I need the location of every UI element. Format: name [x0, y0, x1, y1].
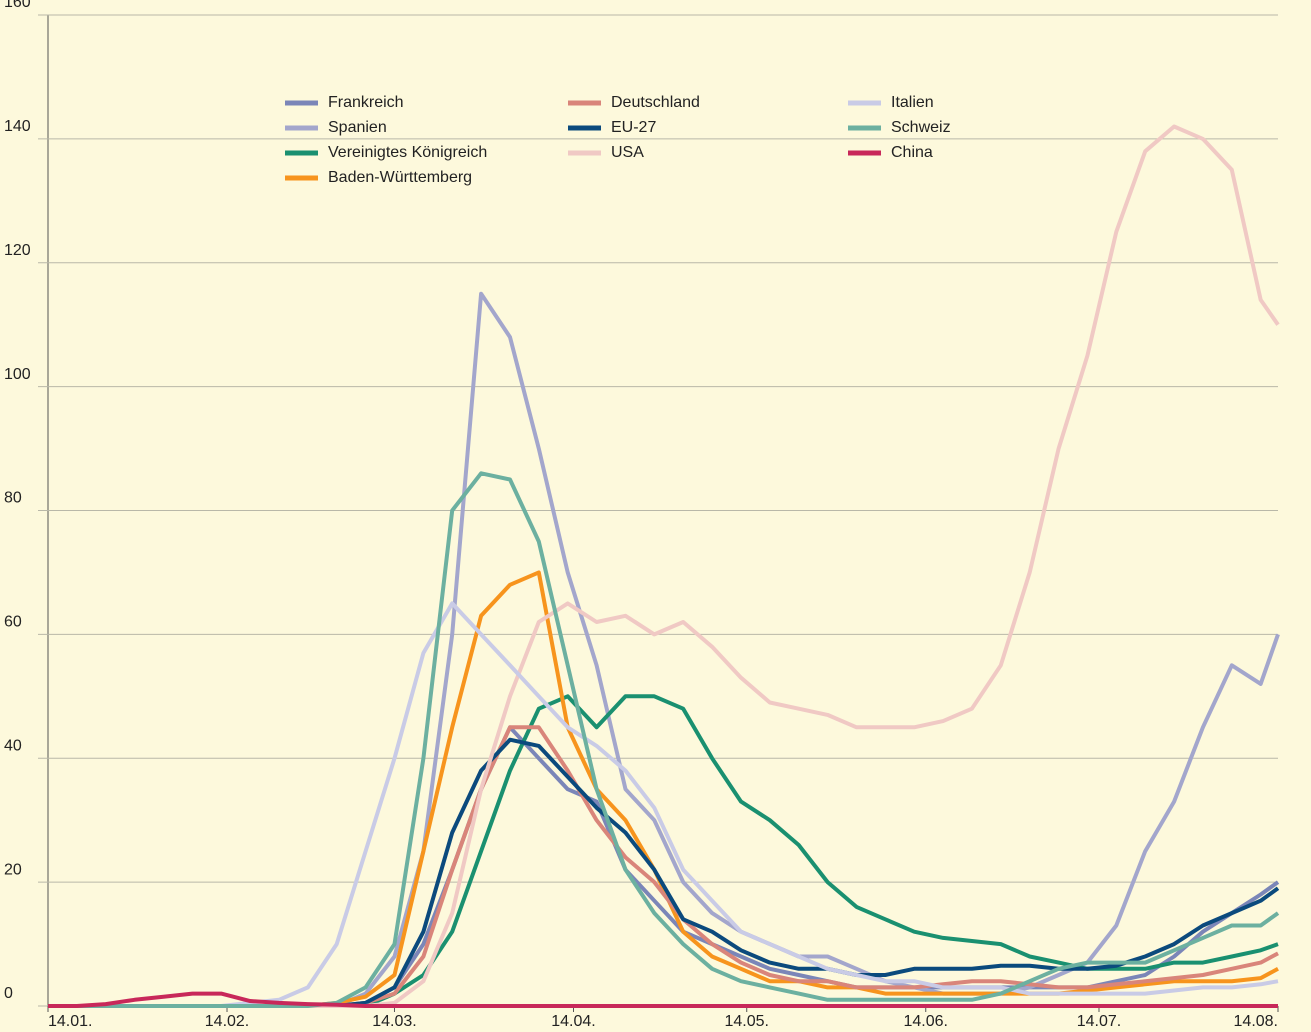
y-tick-label: 20 — [4, 861, 22, 878]
legend-label: Baden-Württemberg — [328, 169, 472, 186]
legend-label: USA — [611, 144, 644, 161]
series-line — [48, 991, 1278, 1008]
x-tick-label: 14.08. — [1234, 1013, 1278, 1030]
y-tick-label: 60 — [4, 614, 22, 631]
legend-label: Schweiz — [891, 119, 951, 136]
legend-label: Deutschland — [611, 94, 700, 111]
series-line — [48, 471, 1280, 1008]
y-tick-label: 0 — [4, 985, 13, 1002]
y-tick-label: 120 — [4, 242, 31, 259]
x-tick-label: 14.04. — [551, 1013, 595, 1030]
x-tick-label: 14.01. — [48, 1013, 92, 1030]
y-tick-label: 140 — [4, 118, 31, 135]
x-tick-label: 14.07. — [1077, 1013, 1121, 1030]
legend-label: China — [891, 144, 933, 161]
y-tick-label: 40 — [4, 737, 22, 754]
y-tick-label: 80 — [4, 490, 22, 507]
y-tick-label: 100 — [4, 366, 31, 383]
legend-label: Italien — [891, 94, 934, 111]
x-tick-label: 14.06. — [904, 1013, 948, 1030]
legend-label: Vereinigtes Königreich — [328, 144, 487, 161]
legend-label: Frankreich — [328, 94, 404, 111]
x-tick-label: 14.05. — [724, 1013, 768, 1030]
x-tick-label: 14.03. — [372, 1013, 416, 1030]
x-tick-label: 14.02. — [205, 1013, 249, 1030]
legend-label: EU-27 — [611, 119, 656, 136]
legend-label: Spanien — [328, 119, 387, 136]
y-tick-label: 160 — [4, 0, 31, 11]
